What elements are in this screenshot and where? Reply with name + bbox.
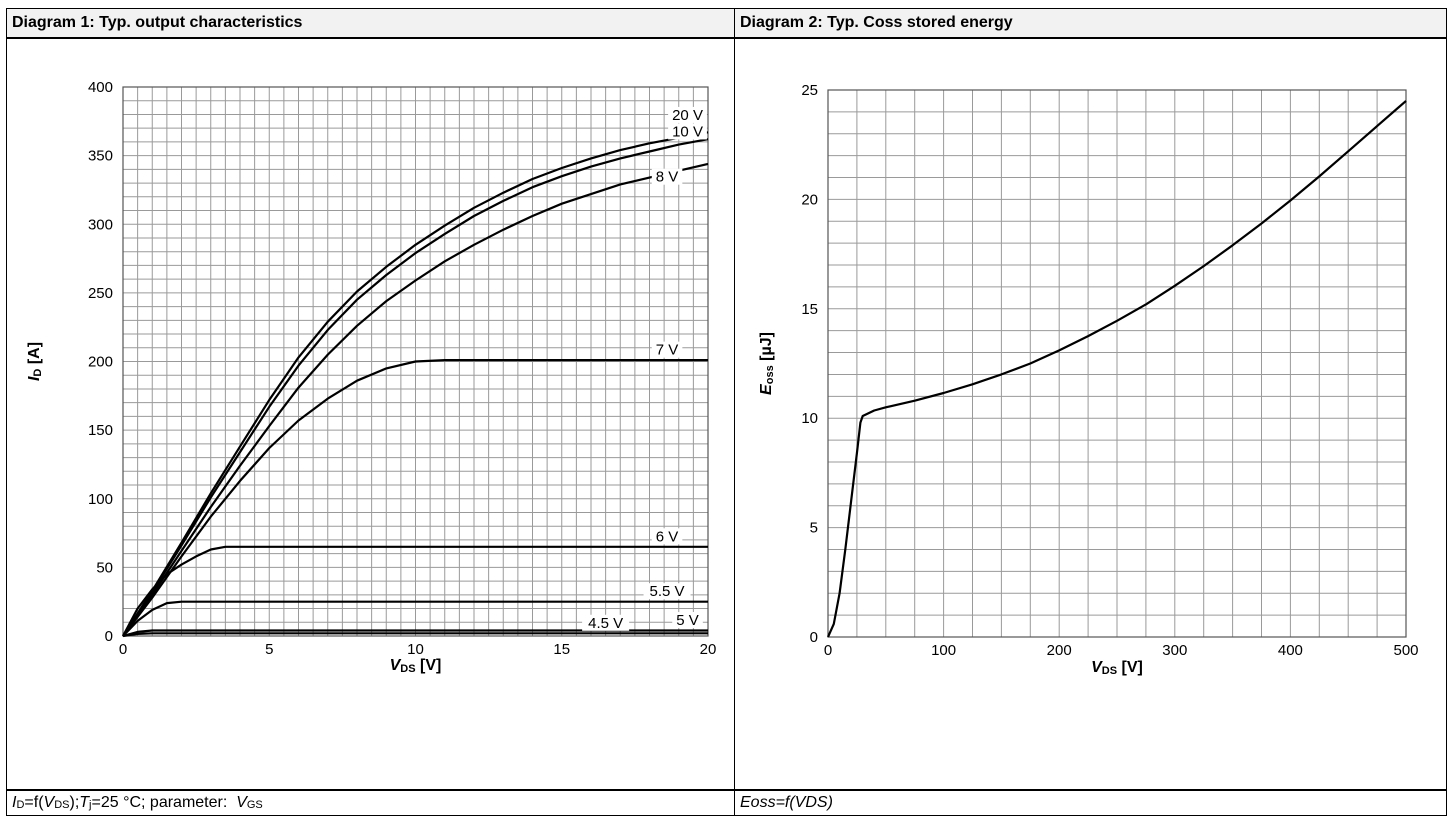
x-tick-label: 0: [824, 642, 832, 659]
coss-energy-chart: 0 100 200 300 400 500 0 5 10 15 20 25 VDS [V] Eoss [µ…: [758, 82, 1419, 677]
curve-label-bg: [651, 168, 683, 185]
y-tick-label: 400: [88, 79, 113, 96]
y-tick-label: 15: [801, 301, 818, 318]
x-tick-label: 5: [265, 641, 273, 658]
y-axis-label: ID [A]: [26, 342, 44, 381]
caption2-text: Eoss=f(VDS): [740, 794, 833, 811]
curve-label: 5 V: [676, 612, 699, 629]
series-line: [122, 545, 708, 637]
caption-id: I: [12, 794, 17, 811]
diagram1-caption: ID=f(VDS);Tj=25 °C; parameter: VGS: [6, 790, 735, 816]
y-tick-label: 20: [801, 191, 818, 208]
x-axis-label: VDS [V]: [390, 657, 442, 675]
plot-frame: [122, 86, 709, 637]
caption-v-sub: DS: [54, 799, 70, 811]
curve-label: 4.5 V: [588, 615, 623, 632]
y-tick-label: 100: [88, 491, 113, 508]
caption-vgs-sub: GS: [246, 799, 263, 811]
curve-label-bg: [651, 528, 683, 545]
y-tick-label: 5: [810, 520, 818, 537]
x-tick-label: 300: [1162, 642, 1187, 659]
series-line: [826, 100, 1407, 638]
curve-label: 10 V: [672, 123, 703, 140]
y-tick-label: 200: [88, 354, 113, 371]
series-line: [122, 632, 708, 638]
curve-label: 5.5 V: [650, 583, 685, 600]
series-line: [122, 600, 708, 637]
y-tick-label: 0: [810, 629, 818, 646]
datasheet-table: Diagram 1: Typ. output characteristics D…: [6, 8, 1447, 816]
x-tick-label: 200: [1047, 642, 1072, 659]
y-tick-label: 350: [88, 148, 113, 165]
grid-lines: [122, 86, 709, 637]
series-line: [122, 131, 709, 637]
diagram1-title: Diagram 1: Typ. output characteristics: [6, 8, 735, 38]
curve-label-bg: [668, 123, 707, 140]
grid-lines: [827, 89, 1407, 638]
diagram2-caption: Eoss=f(VDS): [734, 790, 1447, 816]
y-tick-label: 50: [96, 559, 113, 576]
y-axis-label: Eoss [µJ]: [758, 332, 776, 395]
y-tick-label: 250: [88, 285, 113, 302]
series-line: [122, 138, 709, 637]
y-tick-label: 10: [801, 410, 818, 427]
plot-frame: [827, 89, 1407, 638]
x-tick-label: 15: [553, 641, 570, 658]
x-tick-label: 0: [119, 641, 127, 658]
x-tick-label: 10: [407, 641, 424, 658]
curve-label: 7 V: [656, 342, 679, 359]
curve-label-bg: [651, 341, 683, 358]
curve-label-bg: [672, 612, 703, 629]
x-tick-label: 500: [1393, 642, 1418, 659]
caption-rest: =25 °C; parameter:: [91, 794, 237, 811]
y-tick-label: 0: [105, 628, 113, 645]
x-axis-label: VDS [V]: [1091, 659, 1143, 677]
diagram1-panel: 0 5 10 15 20 0 50 100 150 200 250 300 350 400 VDS [V] I…: [6, 38, 735, 790]
caption-t-sub: j: [89, 799, 92, 811]
x-tick-label: 20: [700, 641, 717, 658]
y-tick-label: 300: [88, 216, 113, 233]
curve-label: 6 V: [656, 528, 679, 545]
series-line: [122, 162, 709, 637]
caption-id-sub: D: [16, 799, 25, 811]
series-line: [122, 359, 708, 637]
diagram2-title: Diagram 2: Typ. Coss stored energy: [734, 8, 1447, 38]
caption-close: );: [69, 794, 80, 811]
series-line: [122, 629, 708, 638]
curve-label-bg: [643, 583, 691, 600]
caption-eq: =f(: [24, 794, 44, 811]
caption-vgs: V: [236, 794, 247, 811]
curve-label-bg: [668, 106, 707, 123]
curve-label: 8 V: [656, 169, 679, 186]
caption-v: V: [43, 794, 55, 811]
y-tick-label: 25: [801, 82, 818, 99]
caption-t: T: [79, 794, 90, 811]
y-tick-label: 150: [88, 422, 113, 439]
x-tick-label: 100: [931, 642, 956, 659]
curve-label-bg: [582, 614, 630, 631]
x-tick-label: 400: [1278, 642, 1303, 659]
curve-label: 20 V: [672, 107, 703, 124]
diagram2-panel: 0 100 200 300 400 500 0 5 10 15 20 25 VDS [V] Eoss [µ…: [734, 38, 1447, 790]
